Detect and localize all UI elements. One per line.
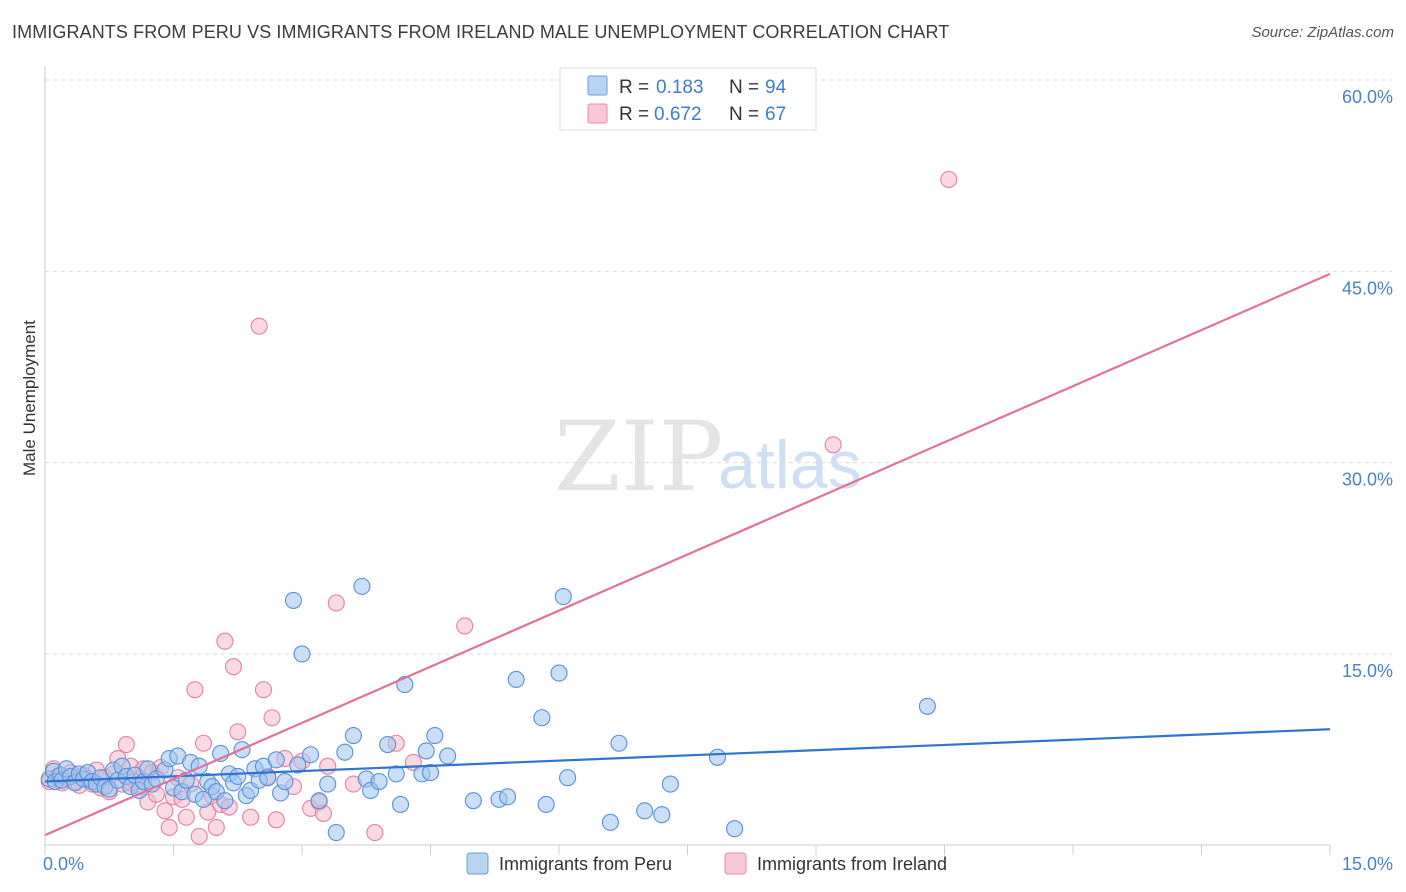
watermark-atlas: atlas [718, 427, 862, 503]
peru-point [319, 775, 337, 793]
peru-point [276, 772, 294, 791]
ireland-point [242, 808, 260, 826]
peru-point [229, 767, 247, 785]
watermark-zip: ZIP [554, 401, 723, 513]
peru-point [499, 788, 517, 806]
peru-point [344, 727, 362, 745]
ireland-point [194, 734, 213, 752]
ireland-point [267, 811, 285, 829]
ireland-point [824, 436, 842, 454]
legend-peru-n-label: N = [729, 77, 759, 98]
peru-point [353, 577, 371, 595]
ireland-points [40, 170, 958, 845]
legend-ireland-n-value: 67 [765, 104, 786, 125]
ireland-point [156, 802, 174, 820]
legend-peru-r-label: R = [619, 77, 649, 98]
ireland-trend-line [44, 272, 1331, 837]
peru-point [302, 746, 320, 764]
peru-point [426, 727, 444, 745]
peru-point [507, 670, 525, 689]
peru-point [391, 795, 410, 814]
y-tick-label: 15.0% [1342, 661, 1393, 681]
peru-point [559, 769, 577, 787]
y-tick-label: 60.0% [1342, 87, 1393, 107]
ireland-point [186, 681, 204, 699]
bottom-legend-ireland-label: Immigrants from Ireland [757, 854, 947, 874]
ireland-point [117, 735, 135, 754]
peru-trend-line [44, 728, 1331, 783]
peru-point [284, 591, 302, 609]
bottom-legend-ireland-swatch [724, 852, 747, 875]
legend-ireland-r-label: R = [619, 104, 649, 125]
peru-point [293, 645, 311, 663]
ireland-point [160, 818, 178, 836]
ireland-point [254, 681, 273, 699]
peru-point [336, 743, 354, 761]
gridlines [45, 79, 1392, 655]
peru-point [464, 792, 482, 810]
peru-point [537, 795, 555, 814]
ireland-point [319, 757, 337, 775]
peru-point [387, 765, 405, 783]
peru-point [327, 823, 345, 842]
peru-point [310, 792, 328, 810]
x-tick-label: 0.0% [43, 854, 84, 874]
ireland-point [250, 317, 268, 335]
bottom-legend-peru-label: Immigrants from Peru [499, 854, 672, 874]
ireland-point [177, 808, 195, 826]
peru-point [417, 742, 435, 760]
peru-point [194, 790, 213, 808]
peru-point [726, 820, 744, 838]
peru-point [421, 764, 440, 782]
axes [44, 66, 1331, 855]
y-tick-label: 45.0% [1342, 278, 1393, 298]
peru-point [379, 735, 397, 754]
peru-point [439, 747, 457, 765]
peru-point [601, 813, 619, 831]
ireland-point [456, 617, 474, 635]
peru-point [661, 775, 679, 793]
series-legend: Immigrants from Peru Immigrants from Ire… [466, 852, 947, 875]
peru-point [370, 772, 388, 791]
ireland-point [190, 827, 208, 845]
correlation-legend: R = 0.183 N = 94 R = 0.672 N = 67 [559, 67, 817, 131]
source-label: Source: ZipAtlas.com [1251, 24, 1394, 41]
legend-peru-swatch [587, 75, 608, 96]
legend-ireland-r-value: 0.672 [654, 104, 702, 125]
peru-point [554, 588, 572, 606]
legend-ireland-n-label: N = [729, 104, 759, 125]
ireland-point [327, 594, 345, 612]
ireland-point [229, 723, 247, 741]
bottom-legend-peru-swatch [466, 852, 489, 875]
legend-peru-r-value: 0.183 [656, 77, 704, 98]
peru-point [550, 664, 568, 682]
peru-point [708, 748, 727, 766]
ireland-point [366, 823, 384, 842]
peru-point [267, 751, 285, 769]
peru-point [533, 709, 551, 727]
chart-title: IMMIGRANTS FROM PERU VS IMMIGRANTS FROM … [12, 22, 950, 42]
trend-lines [44, 272, 1331, 837]
peru-point [636, 802, 654, 820]
ireland-point [263, 709, 281, 727]
ireland-point [940, 170, 958, 189]
peru-point [216, 792, 234, 810]
peru-point [289, 756, 307, 774]
peru-point [653, 806, 671, 824]
ireland-point [216, 632, 234, 650]
watermark: ZIP atlas [554, 401, 862, 513]
ireland-point [224, 658, 243, 676]
peru-point [918, 697, 936, 715]
tick-labels: 15.0% 30.0% 45.0% 60.0% 0.0% 15.0% [43, 87, 1393, 874]
legend-peru-n-value: 94 [765, 77, 787, 98]
peru-point [610, 734, 628, 752]
y-tick-label: 30.0% [1342, 470, 1393, 490]
ireland-point [207, 818, 225, 836]
x-tick-label: 15.0% [1342, 854, 1393, 874]
legend-ireland-swatch [587, 103, 608, 124]
